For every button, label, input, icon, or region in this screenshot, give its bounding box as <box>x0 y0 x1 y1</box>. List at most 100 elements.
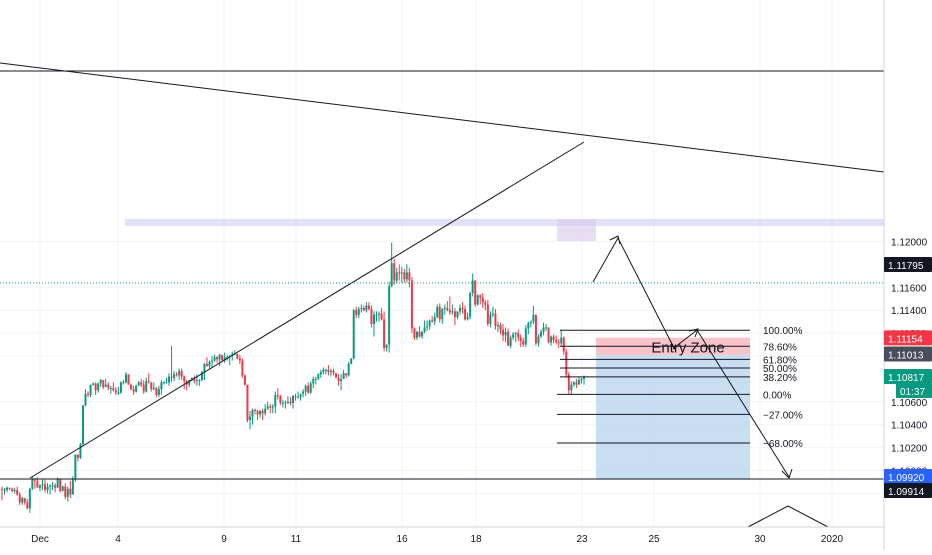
candle-body <box>84 393 87 406</box>
candle <box>208 360 211 369</box>
y-tick-label: 1.10200 <box>891 444 928 455</box>
candle <box>198 378 201 386</box>
candle-body <box>188 380 191 385</box>
candle <box>3 487 6 495</box>
candle-body <box>46 486 49 490</box>
fib-label: 78.60% <box>763 342 797 353</box>
candle <box>16 486 19 496</box>
x-tick-label: 18 <box>470 534 482 545</box>
candle-body <box>190 377 193 381</box>
y-tick-label: 1.10400 <box>891 421 928 432</box>
candle-body <box>446 307 449 311</box>
candle-body <box>61 486 64 492</box>
candle-body <box>539 331 542 337</box>
candle-body <box>479 295 482 298</box>
candle-body <box>281 402 284 404</box>
candle-body <box>200 372 203 381</box>
arrow-head-up <box>609 235 621 245</box>
candle-body <box>436 306 439 318</box>
candle-body <box>560 337 563 344</box>
candle <box>499 322 502 335</box>
candle <box>180 368 183 381</box>
candle <box>408 267 411 288</box>
fib-levels: 100.00% 78.60% 61.80%50.00%38.20% 0.00% −27.… <box>557 326 803 450</box>
current-label: 1.10817 <box>888 373 925 384</box>
candle-body <box>28 488 31 509</box>
candle <box>203 362 206 381</box>
candle-body <box>309 383 312 393</box>
x-tick-label: 16 <box>396 534 408 545</box>
fib-label: −68.00% <box>763 439 803 450</box>
candle <box>1 486 3 501</box>
candle-body <box>3 489 6 491</box>
candle <box>446 301 449 312</box>
candle <box>577 376 580 385</box>
candle-body <box>221 354 224 361</box>
candle <box>486 299 489 327</box>
candle <box>13 487 16 494</box>
candle-body <box>403 272 406 280</box>
candle-body <box>342 373 345 379</box>
candle <box>469 291 472 320</box>
candle-body <box>16 489 19 495</box>
candle <box>524 325 527 347</box>
candle-body <box>130 384 133 390</box>
candle <box>403 268 406 283</box>
candle-body <box>87 393 90 395</box>
candle-body <box>491 313 494 315</box>
candle-body <box>398 272 401 274</box>
candle-body <box>117 392 120 394</box>
candle <box>329 368 332 377</box>
candle-body <box>254 409 257 411</box>
candle-body <box>178 370 181 376</box>
candle <box>519 334 522 347</box>
target-label-bg <box>884 469 932 484</box>
candle-body <box>562 337 565 352</box>
horizontal-band <box>125 219 884 226</box>
candle-body <box>145 381 148 392</box>
candle <box>33 478 36 489</box>
candle <box>61 485 64 492</box>
candle-body <box>112 388 115 391</box>
candle-body <box>31 479 34 489</box>
candle <box>539 329 542 338</box>
candle-body <box>1 488 3 490</box>
candle-body <box>205 364 208 367</box>
candle <box>160 380 163 395</box>
candle <box>436 304 439 319</box>
candle <box>572 381 575 387</box>
candle <box>84 389 87 407</box>
gray-marker-label-bg <box>884 346 932 362</box>
candle-body <box>284 401 287 403</box>
candle <box>132 385 135 395</box>
candle <box>532 305 535 324</box>
candle <box>459 304 462 315</box>
candle-body <box>507 331 510 346</box>
candle-body <box>362 307 365 311</box>
candle-body <box>102 380 105 387</box>
candle-body <box>104 384 107 387</box>
candle-body <box>489 314 492 324</box>
candle-body <box>388 286 391 345</box>
candles <box>1 242 585 513</box>
candle-body <box>162 382 165 384</box>
candle-body <box>360 307 363 310</box>
gray-marker-label: 1.11013 <box>888 351 924 362</box>
candle <box>421 330 424 339</box>
candle <box>494 309 497 330</box>
candle <box>471 273 474 297</box>
candle <box>398 264 401 281</box>
candle <box>178 368 181 381</box>
candle <box>28 487 31 513</box>
candle <box>438 303 441 323</box>
trendlines <box>0 62 885 528</box>
candle <box>193 375 196 384</box>
candle-body <box>236 353 239 359</box>
candle <box>357 306 360 319</box>
candle-body <box>147 381 150 383</box>
candle <box>107 382 110 391</box>
candle <box>365 302 368 313</box>
candle <box>124 372 127 384</box>
